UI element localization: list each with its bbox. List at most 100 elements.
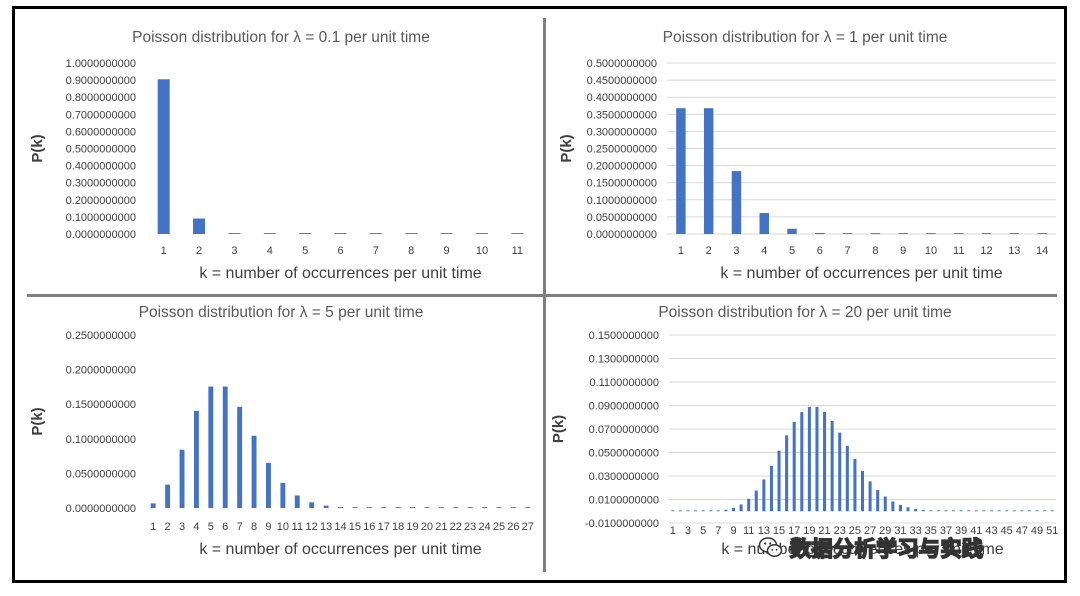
x-tick-label: 15 xyxy=(773,525,785,537)
y-axis-label: P(k) xyxy=(550,415,567,443)
x-tick-label: 7 xyxy=(845,245,851,257)
bar-k-46 xyxy=(1012,510,1016,512)
y-tick-label: 0.1300000000 xyxy=(589,354,659,366)
y-tick-label: 0.0100000000 xyxy=(589,495,659,507)
bar-k-29 xyxy=(883,496,887,512)
x-tick-label: 9 xyxy=(730,525,736,537)
x-tick-label: 45 xyxy=(1001,525,1013,537)
bar-k-24 xyxy=(482,507,488,508)
watermark-text: 数据分析学习与实践 xyxy=(789,536,984,562)
y-tick-label: 0.0300000000 xyxy=(589,471,659,483)
bar-k-4 xyxy=(263,233,276,234)
y-tick-label: 0.2500000000 xyxy=(66,330,136,342)
bar-k-3 xyxy=(228,233,241,234)
bar-k-19 xyxy=(807,406,811,512)
x-tick-label: 27 xyxy=(522,521,534,533)
bar-k-6 xyxy=(222,386,228,508)
bar-k-5 xyxy=(299,233,312,234)
x-tick-label: 1 xyxy=(161,245,167,257)
bar-k-47 xyxy=(1020,510,1024,512)
x-tick-label: 3 xyxy=(231,245,237,257)
bar-k-10 xyxy=(280,482,286,508)
bar-k-6 xyxy=(709,510,713,512)
bar-k-3 xyxy=(731,171,742,234)
bar-k-49 xyxy=(1035,510,1039,512)
bar-k-27 xyxy=(868,481,872,512)
y-tick-label: 0.1100000000 xyxy=(589,377,659,389)
y-tick-label: 0.0000000000 xyxy=(66,229,136,241)
y-tick-label: 0.0700000000 xyxy=(589,424,659,436)
x-tick-label: 13 xyxy=(320,521,332,533)
bar-k-1 xyxy=(150,503,156,508)
x-tick-label: 2 xyxy=(706,245,712,257)
x-tick-label: 41 xyxy=(970,525,982,537)
y-tick-label: 0.3000000000 xyxy=(66,178,136,190)
x-tick-label: 10 xyxy=(277,521,289,533)
bar-k-1 xyxy=(676,108,686,234)
x-tick-label: 11 xyxy=(292,521,303,533)
bar-k-33 xyxy=(914,508,918,512)
bar-k-37 xyxy=(944,510,948,512)
bar-k-25 xyxy=(496,507,502,508)
x-tick-label: 12 xyxy=(980,245,992,257)
bar-k-17 xyxy=(381,507,387,508)
x-tick-label: 21 xyxy=(435,521,447,533)
x-tick-label: 22 xyxy=(450,521,462,533)
bar-k-44 xyxy=(997,510,1001,512)
x-tick-label: 35 xyxy=(925,525,937,537)
bar-k-26 xyxy=(860,470,865,512)
bar-k-4 xyxy=(759,213,769,234)
bar-k-35 xyxy=(929,510,933,512)
x-tick-label: 23 xyxy=(834,525,846,537)
y-tick-label: 0.4500000000 xyxy=(587,75,657,87)
x-tick-label: 9 xyxy=(900,245,906,257)
y-tick-label: 0.5000000000 xyxy=(66,144,136,156)
x-tick-label: 14 xyxy=(1036,245,1048,257)
bar-k-45 xyxy=(1005,510,1009,512)
chart-title: Poisson distribution for λ = 1 per unit … xyxy=(663,29,948,46)
y-tick-label: 0.2500000000 xyxy=(587,144,657,156)
x-tick-label: 27 xyxy=(864,525,876,537)
x-tick-label: 3 xyxy=(733,245,739,257)
x-tick-label: 1 xyxy=(150,521,156,533)
bar-k-20 xyxy=(815,406,819,512)
wechat-icon xyxy=(758,537,783,558)
x-tick-label: 16 xyxy=(363,521,375,533)
x-tick-label: 20 xyxy=(421,521,433,533)
bar-k-11 xyxy=(747,498,751,512)
x-tick-label: 6 xyxy=(817,245,823,257)
bar-k-6 xyxy=(334,233,347,234)
x-axis-label: k = number of occurrences per unit time xyxy=(199,265,481,282)
bar-k-6 xyxy=(815,232,825,234)
x-tick-label: 17 xyxy=(378,521,390,533)
bar-k-22 xyxy=(453,507,459,508)
bar-k-31 xyxy=(898,504,902,512)
bar-k-12 xyxy=(309,502,315,508)
bar-k-14 xyxy=(1037,233,1047,234)
bar-k-2 xyxy=(678,510,682,512)
bar-k-8 xyxy=(870,233,881,234)
x-tick-label: 5 xyxy=(208,521,214,533)
x-tick-label: 24 xyxy=(478,521,490,533)
x-tick-label: 17 xyxy=(788,525,800,537)
bar-k-34 xyxy=(921,509,925,512)
chart-title: Poisson distribution for λ = 5 per unit … xyxy=(139,304,424,321)
chart-lambda-5: Poisson distribution for λ = 5 per unit … xyxy=(29,304,534,558)
bar-k-21 xyxy=(438,507,444,508)
y-tick-label: 0.2000000000 xyxy=(587,161,657,173)
bar-k-10 xyxy=(475,233,488,234)
x-tick-label: 5 xyxy=(302,245,308,257)
x-tick-label: 8 xyxy=(872,245,878,257)
bar-k-27 xyxy=(525,507,531,508)
x-tick-label: 25 xyxy=(493,521,505,533)
bar-k-40 xyxy=(967,510,971,512)
x-tick-label: 7 xyxy=(237,521,243,533)
bar-k-3 xyxy=(179,449,185,508)
y-axis-label: P(k) xyxy=(558,134,575,162)
y-tick-label: 0.1000000000 xyxy=(587,195,657,207)
bar-k-1 xyxy=(671,510,675,512)
bar-k-9 xyxy=(440,233,453,234)
x-tick-label: 4 xyxy=(761,245,767,257)
bar-k-51 xyxy=(1050,510,1054,512)
bar-k-43 xyxy=(989,510,994,512)
